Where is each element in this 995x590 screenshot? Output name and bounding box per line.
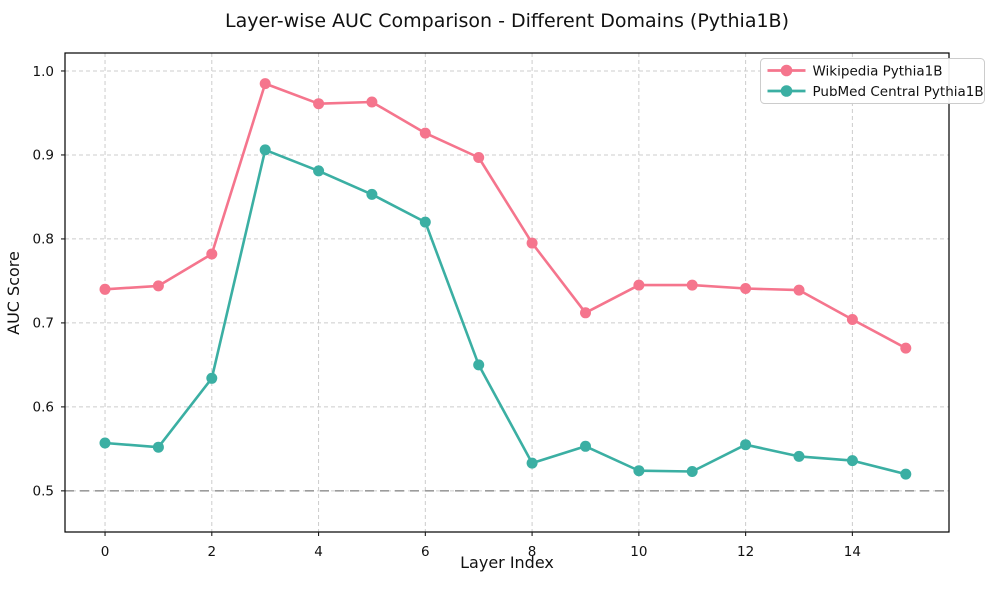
legend-marker [780,64,793,77]
x-tick-label: 14 [844,544,861,560]
data-point-marker [366,188,378,200]
legend-entry: PubMed Central Pythia1B [767,84,984,100]
data-point-marker [793,284,805,296]
legend-box [760,58,985,104]
data-series [99,78,912,480]
chart-title: Layer-wise AUC Comparison - Different Do… [225,10,789,32]
data-point-marker [313,98,325,110]
y-tick-label: 0.5 [33,484,54,500]
x-tick-label: 2 [208,544,217,560]
data-point-marker [633,279,645,291]
data-point-marker [580,440,591,452]
data-point-marker [99,283,111,295]
data-point-marker [580,307,591,319]
y-tick-label: 0.6 [33,400,54,416]
x-axis-label: Layer Index [460,553,554,572]
data-point-marker [793,450,805,462]
data-point-marker [206,248,218,260]
data-point-marker [419,216,431,228]
series-line [103,82,908,350]
legend-marker [780,85,793,97]
data-point-marker [633,465,645,477]
x-tick-label: 0 [101,544,110,560]
y-tick-label: 1.0 [33,64,54,80]
series-line [103,148,908,476]
data-point-marker [846,455,858,467]
data-point-marker [900,342,912,354]
x-tick-label: 8 [528,544,537,560]
data-point-marker [526,237,538,249]
legend-label: Wikipedia Pythia1B [813,63,943,79]
data-point-marker [686,466,698,477]
data-point-marker [740,283,752,294]
data-point-marker [366,96,378,108]
series-wikipedia-pythia1b [99,78,912,354]
x-tick-label: 10 [630,544,647,560]
data-point-marker [99,437,111,449]
axes-spines [64,52,950,533]
data-point-marker [259,78,271,90]
legend-entry: Wikipedia Pythia1B [767,63,943,79]
data-point-marker [473,359,485,371]
data-point-marker [313,165,325,177]
y-tick-label: 0.7 [33,316,54,332]
data-point-marker [152,280,164,292]
data-point-marker [686,279,698,291]
data-point-marker [152,441,164,453]
axis-ticks: 0 2 4 6 8 10 12 14 0.5 0.6 0.7 0.8 0.9 1.0 [33,64,861,560]
data-point-marker [740,439,752,451]
x-tick-label: 4 [314,544,323,560]
data-point-marker [206,372,218,384]
data-point-marker [900,468,912,480]
data-point-marker [259,144,271,156]
x-tick-label: 6 [421,544,430,560]
x-tick-label: 12 [737,544,754,560]
data-point-marker [846,314,858,325]
plot-border [64,52,950,533]
legend: Wikipedia Pythia1B PubMed Central Pythia1… [760,58,985,104]
y-tick-label: 0.8 [33,232,54,248]
series-pubmed-central-pythia1b [99,144,912,480]
gridlines [65,53,949,532]
data-point-marker [473,152,485,163]
data-point-marker [419,127,431,139]
legend-label: PubMed Central Pythia1B [813,84,984,100]
data-point-marker [526,457,538,469]
y-tick-label: 0.9 [33,148,54,164]
